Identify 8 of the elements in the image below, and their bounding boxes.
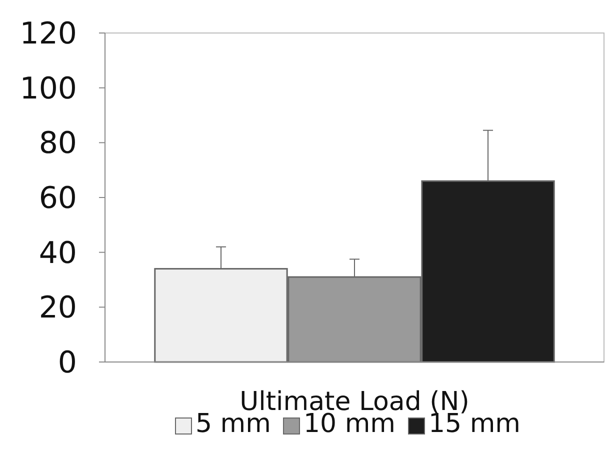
y-tick-label: 120 bbox=[20, 16, 77, 52]
legend-label: 5 mm bbox=[196, 409, 271, 439]
y-tick-label: 80 bbox=[38, 126, 77, 162]
y-tick-label: 60 bbox=[38, 181, 77, 216]
y-tick-label: 20 bbox=[38, 290, 77, 326]
y-tick-label: 40 bbox=[38, 236, 77, 271]
y-tick-label: 0 bbox=[58, 346, 77, 380]
y-tick-label: 100 bbox=[20, 71, 77, 106]
